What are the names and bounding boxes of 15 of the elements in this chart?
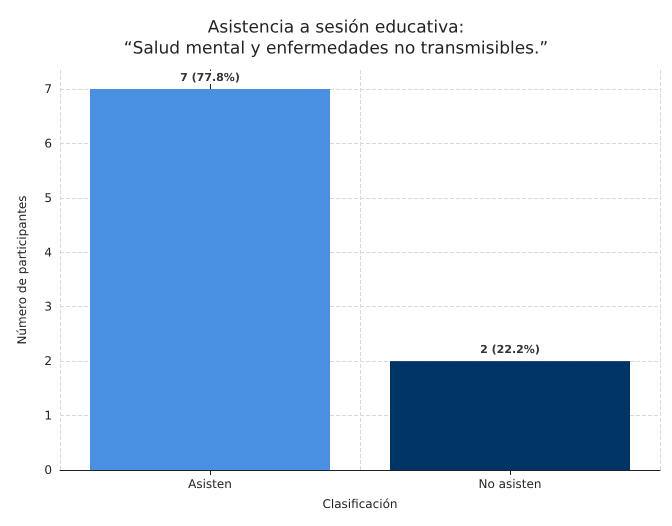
y-tick-label: 4 xyxy=(44,245,52,260)
x-tick-label: Asisten xyxy=(188,477,232,491)
x-axis-title: Clasificación xyxy=(322,497,398,511)
y-tick-label: 6 xyxy=(44,136,52,150)
chart-title: Asistencia a sesión educativa: “Salud mental y enfermedades no transmisibles.” xyxy=(124,18,548,58)
y-tick-label: 3 xyxy=(44,300,52,314)
y-tick-label: 2 xyxy=(44,354,52,368)
y-tick-label: 1 xyxy=(44,408,52,423)
data-label: 2 (22.2%) xyxy=(480,343,540,356)
data-label: 7 (77.8%) xyxy=(180,71,240,84)
x-tick-label: No asisten xyxy=(478,477,542,491)
y-tick-label: 0 xyxy=(44,463,52,477)
y-tick-label: 5 xyxy=(44,190,52,205)
y-axis-title: Número de participantes xyxy=(15,195,29,345)
y-tick-label: 7 xyxy=(44,82,52,96)
